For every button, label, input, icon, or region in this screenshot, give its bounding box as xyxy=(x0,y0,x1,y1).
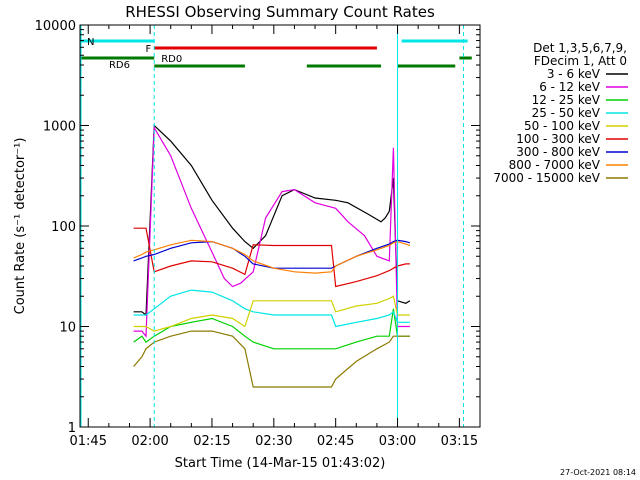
series-line xyxy=(133,295,410,332)
y-tick-label: 100 xyxy=(51,220,76,235)
legend-label: 7000 - 15000 keV xyxy=(493,171,600,185)
legend-label: 50 - 100 keV xyxy=(524,119,601,133)
flag-label: RD6 xyxy=(109,60,130,71)
attenuator-lines xyxy=(80,25,465,427)
x-tick-label: 03:00 xyxy=(379,434,416,449)
series-line xyxy=(133,308,410,350)
flag-label: RD0 xyxy=(161,54,182,65)
series-line xyxy=(133,125,410,338)
x-tick-label: 02:45 xyxy=(317,434,354,449)
legend-label: 25 - 50 keV xyxy=(532,106,601,120)
chart-title: RHESSI Observing Summary Count Rates xyxy=(125,3,435,21)
legend-label: 12 - 25 keV xyxy=(532,93,601,107)
x-tick-label: 01:45 xyxy=(70,434,107,449)
legend: Det 1,3,5,6,7,9,FDecim 1, Att 03 - 6 keV… xyxy=(493,41,628,185)
legend-label: 100 - 300 keV xyxy=(516,132,600,146)
series-line xyxy=(133,239,411,274)
series-line xyxy=(133,330,410,388)
plot-frame xyxy=(79,24,481,428)
series-line xyxy=(133,239,411,269)
legend-label: 3 - 6 keV xyxy=(547,67,601,81)
legend-header: Det 1,3,5,6,7,9, xyxy=(533,41,627,55)
y-tick-label: 10 xyxy=(59,321,76,336)
series-line xyxy=(133,124,411,317)
x-tick-label: 02:30 xyxy=(255,434,292,449)
x-axis-label: Start Time (14-Mar-15 01:43:02) xyxy=(175,456,386,471)
flag-bars: N F RD0 RD6 xyxy=(80,37,472,71)
y-axis: 1 10 100 1000 10000 xyxy=(35,19,480,436)
y-axis-label: Count Rate (s⁻¹ detector⁻¹) xyxy=(13,138,28,315)
x-tick-label: 02:00 xyxy=(131,434,168,449)
x-tick-label: 03:15 xyxy=(441,434,478,449)
legend-label: 6 - 12 keV xyxy=(539,80,601,94)
plot-series xyxy=(133,124,411,388)
y-tick-label: 10000 xyxy=(35,19,76,34)
flag-label: N xyxy=(87,37,94,48)
flag-label: F xyxy=(145,44,151,55)
legend-label: 300 - 800 keV xyxy=(516,145,600,159)
series-line xyxy=(133,289,410,328)
plot-timestamp: 27-Oct-2021 08:14 xyxy=(560,468,636,477)
legend-label: 800 - 7000 keV xyxy=(509,158,601,172)
x-axis: 01:45 02:00 02:15 02:30 02:45 03:00 03:15 xyxy=(70,25,481,449)
x-tick-label: 02:15 xyxy=(193,434,230,449)
legend-header: FDecim 1, Att 0 xyxy=(534,54,627,68)
series-line xyxy=(133,227,410,288)
y-tick-label: 1 xyxy=(68,421,76,436)
y-tick-label: 1000 xyxy=(43,120,76,135)
